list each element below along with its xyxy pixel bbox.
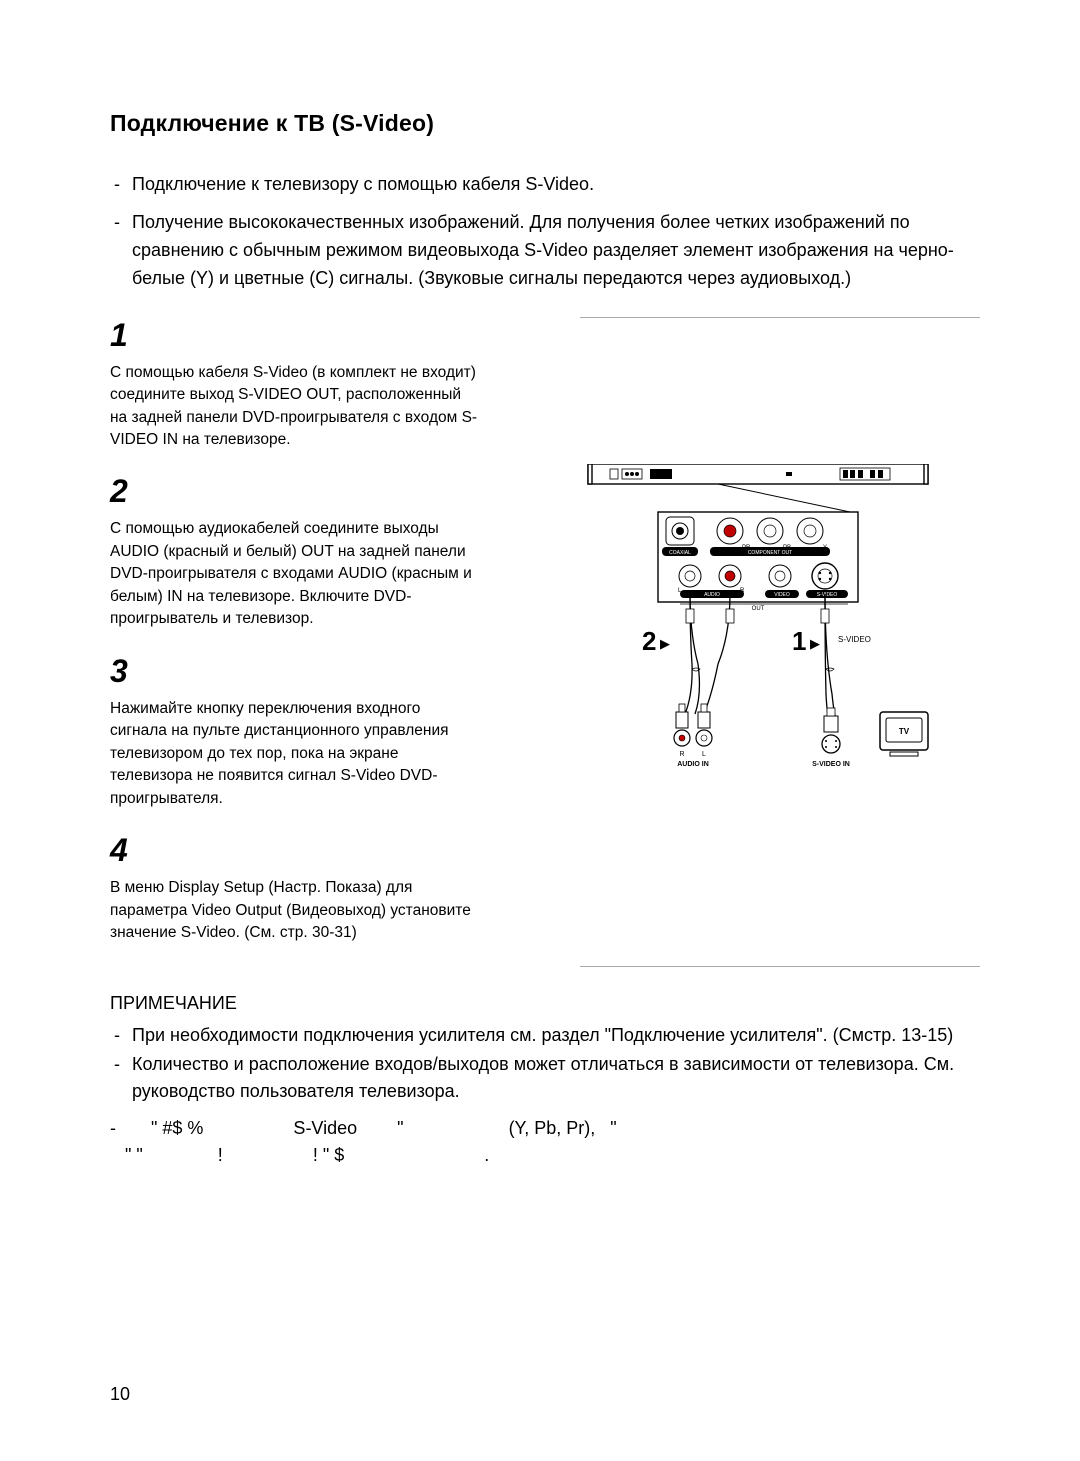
step-text: Нажимайте кнопку переключения входного с… [110,698,480,810]
intro-list: Подключение к телевизору с помощью кабел… [110,171,980,293]
step-2: 2 С помощью аудиокабелей соедините выход… [110,473,560,630]
note-item: Количество и расположение входов/выходов… [110,1051,980,1105]
page-number: 10 [110,1384,130,1405]
step-number: 1 [110,317,560,354]
diagram-marker-1-tri: ▶ [810,636,820,651]
garbled-line: " " ! ! " $ . [110,1142,980,1169]
note-heading: ПРИМЕЧАНИЕ [110,993,980,1014]
diagram-marker-1-num: 1 [792,626,806,656]
diagram-column: COAXIAL PR PB Y COMPONENT OUT [580,317,980,967]
step-number: 4 [110,832,560,869]
plug-r-label: R [679,751,684,758]
garbled-text: - " #$ % S-Video " (Y, Pb, Pr), " " " ! … [110,1115,980,1169]
garbled-line: - " #$ % S-Video " (Y, Pb, Pr), " [110,1115,980,1142]
connection-diagram: COAXIAL PR PB Y COMPONENT OUT [580,464,980,779]
coaxial-label: COAXIAL [669,550,691,556]
note-item: При необходимости подключения усилителя … [110,1022,980,1049]
diagram-marker-2-tri: ▶ [660,636,670,651]
note-block: ПРИМЕЧАНИЕ При необходимости подключения… [110,993,980,1169]
notes-list: При необходимости подключения усилителя … [110,1022,980,1105]
page-heading: Подключение к ТВ (S-Video) [110,110,980,137]
svideo-in-label: S-VIDEO IN [812,761,850,768]
step-1: 1 С помощью кабеля S-Video (в комплект н… [110,317,560,452]
component-label: COMPONENT OUT [748,550,792,556]
step-4: 4 В меню Display Setup (Настр. Показа) д… [110,832,560,944]
diagram-marker-2-num: 2 [642,626,656,656]
main-area: 1 С помощью кабеля S-Video (в комплект н… [110,317,980,967]
audio-label: AUDIO [704,592,720,598]
step-text: В меню Display Setup (Настр. Показа) для… [110,877,480,944]
step-number: 2 [110,473,560,510]
intro-item: Получение высококачественных изображений… [110,209,980,293]
intro-item: Подключение к телевизору с помощью кабел… [110,171,980,199]
out-label: OUT [752,606,765,612]
step-text: С помощью кабеля S-Video (в комплект не … [110,362,480,452]
svideo-label: S-VIDEO [817,592,838,598]
svideo-cable-label: S-VIDEO [838,635,871,644]
steps-column: 1 С помощью кабеля S-Video (в комплект н… [110,317,580,967]
step-text: С помощью аудиокабелей соедините выходы … [110,518,480,630]
tv-label: TV [899,727,910,736]
plug-l-label: L [702,751,706,758]
audio-in-label: AUDIO IN [677,761,709,768]
step-number: 3 [110,653,560,690]
step-3: 3 Нажимайте кнопку переключения входного… [110,653,560,810]
video-label: VIDEO [774,592,790,598]
